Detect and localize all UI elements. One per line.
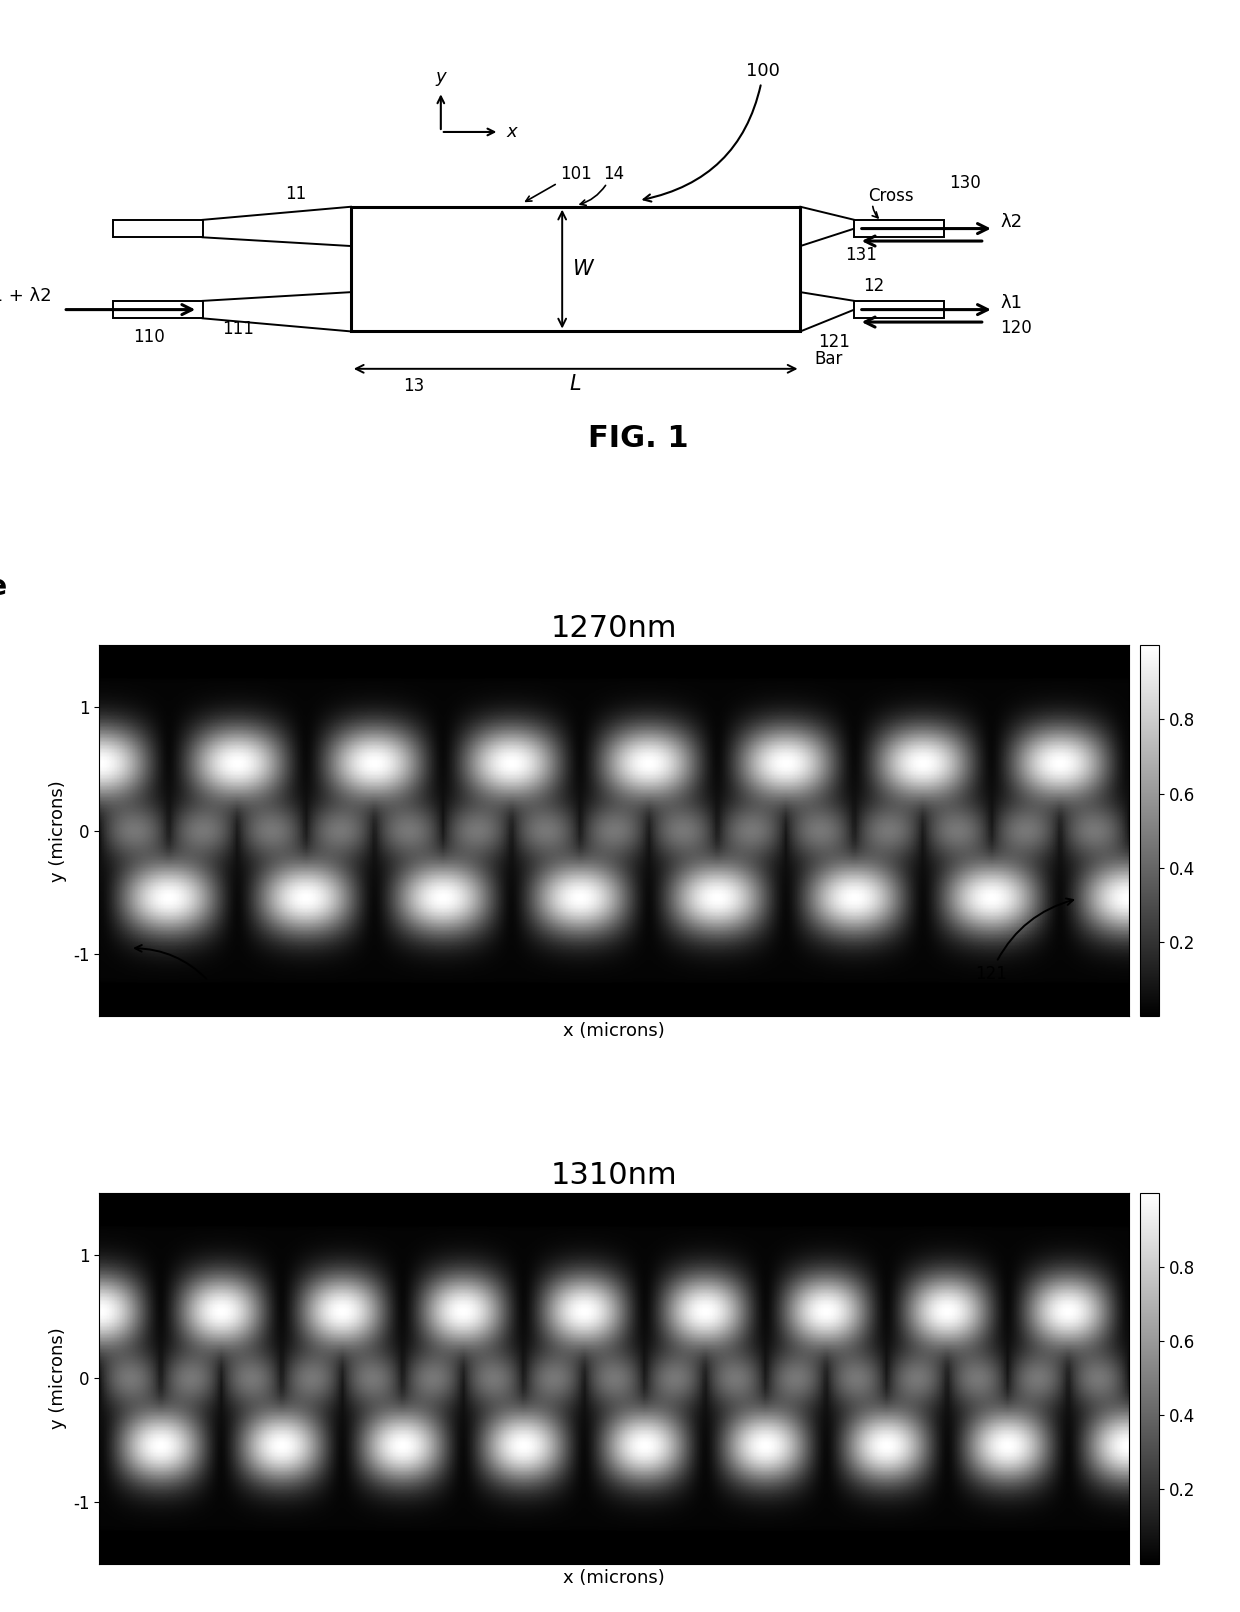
Text: 111: 111 [223,319,254,339]
Text: 111: 111 [135,945,234,1001]
Text: 100: 100 [644,61,780,202]
Text: L: L [570,374,582,393]
Text: TE mode: TE mode [0,572,6,601]
Text: W: W [573,260,594,279]
Title: 1270nm: 1270nm [551,614,677,643]
Text: FIG. 1: FIG. 1 [588,424,689,453]
Bar [351,206,800,332]
Text: 11: 11 [285,185,306,203]
Text: 12: 12 [863,277,884,295]
Text: 101: 101 [559,164,591,182]
X-axis label: x (microns): x (microns) [563,1568,665,1588]
Y-axis label: y (microns): y (microns) [50,780,67,882]
Text: 131: 131 [846,245,877,264]
Text: 121: 121 [975,898,1073,983]
Text: λ1: λ1 [999,295,1022,313]
Title: 1310nm: 1310nm [551,1162,677,1190]
X-axis label: x (microns): x (microns) [563,1022,665,1040]
Text: x: x [506,123,517,140]
Bar [113,219,202,237]
Text: 120: 120 [1001,319,1032,337]
Bar [854,301,945,318]
Text: Bar: Bar [813,350,842,368]
Text: y: y [435,68,446,87]
Text: Cross: Cross [868,187,914,205]
Text: λ2: λ2 [999,213,1022,232]
Text: 121: 121 [818,334,851,351]
Y-axis label: y (microns): y (microns) [50,1327,67,1430]
Text: 13: 13 [403,377,424,395]
Text: 14: 14 [603,164,624,182]
Text: 110: 110 [133,327,165,347]
Bar [113,301,202,318]
Text: λ1 + λ2: λ1 + λ2 [0,287,52,305]
Text: 130: 130 [949,174,981,192]
Bar [854,219,945,237]
